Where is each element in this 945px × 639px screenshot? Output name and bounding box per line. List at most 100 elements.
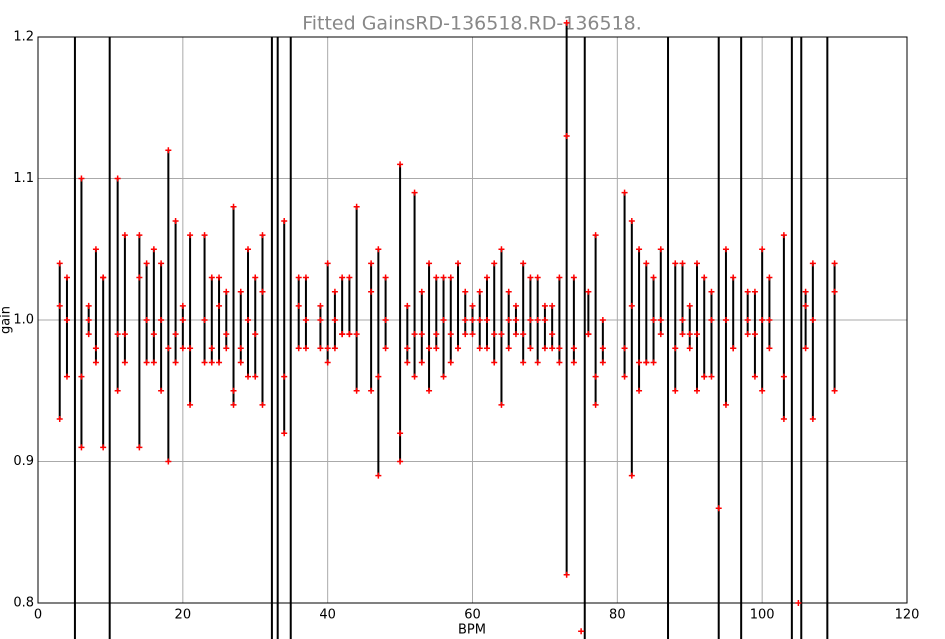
gain-marker	[216, 302, 223, 309]
high-marker	[208, 274, 215, 281]
low-marker	[92, 359, 99, 366]
low-marker	[208, 359, 215, 366]
low-marker	[549, 345, 556, 352]
low-marker	[831, 387, 838, 394]
high-marker	[679, 260, 686, 267]
low-marker	[252, 373, 259, 380]
low-marker	[172, 359, 179, 366]
high-marker	[462, 288, 469, 295]
high-marker	[397, 161, 404, 168]
low-marker	[143, 359, 150, 366]
high-marker	[158, 260, 165, 267]
high-marker	[121, 232, 128, 239]
high-marker	[187, 232, 194, 239]
gain-marker	[512, 317, 519, 323]
gain-marker	[201, 317, 208, 323]
outlier-marker	[795, 600, 802, 606]
gain-marker	[317, 317, 324, 323]
plot-frame	[37, 36, 908, 604]
high-marker	[404, 302, 411, 309]
high-marker	[708, 288, 715, 295]
gain-marker	[563, 133, 570, 140]
high-marker	[252, 274, 259, 281]
gain-marker	[208, 345, 215, 352]
gain-marker	[708, 317, 715, 323]
low-marker	[397, 458, 404, 465]
gain-marker	[657, 317, 664, 323]
low-marker	[411, 373, 418, 380]
low-marker	[556, 359, 563, 366]
high-marker	[353, 203, 360, 210]
gain-marker	[751, 331, 758, 338]
gain-marker	[730, 345, 737, 352]
low-marker	[447, 359, 454, 366]
low-marker	[512, 331, 519, 338]
high-marker	[643, 260, 650, 267]
gain-marker	[172, 331, 179, 338]
low-marker	[375, 472, 382, 479]
low-marker	[63, 373, 70, 380]
low-marker	[483, 345, 490, 352]
high-marker	[766, 274, 773, 281]
gain-marker	[404, 345, 411, 352]
x-tick-label: 60	[464, 608, 481, 623]
gain-marker	[455, 345, 462, 352]
high-marker	[302, 274, 309, 281]
low-marker	[802, 345, 809, 352]
low-marker	[78, 444, 85, 451]
high-marker	[693, 260, 700, 267]
high-marker	[520, 260, 527, 267]
gain-marker	[339, 331, 346, 338]
low-marker	[708, 373, 715, 380]
low-marker	[136, 444, 143, 451]
gain-marker	[744, 317, 751, 323]
low-marker	[636, 387, 643, 394]
gain-marker	[150, 331, 157, 338]
x-axis-label: BPM	[458, 623, 486, 638]
gain-marker	[114, 331, 121, 338]
gain-marker	[136, 274, 143, 281]
low-marker	[809, 416, 816, 423]
gain-marker	[447, 331, 454, 338]
gain-marker	[585, 331, 592, 338]
low-marker	[216, 359, 223, 366]
low-marker	[766, 345, 773, 352]
low-marker	[679, 331, 686, 338]
low-marker	[245, 373, 252, 380]
high-marker	[686, 302, 693, 309]
gain-marker	[295, 302, 302, 309]
gain-marker	[100, 274, 107, 281]
gain-marker	[346, 331, 353, 338]
low-marker	[259, 401, 266, 408]
gain-marker	[56, 302, 63, 309]
low-marker	[353, 387, 360, 394]
low-marker	[230, 401, 237, 408]
low-marker	[433, 345, 440, 352]
low-marker	[100, 444, 107, 451]
gain-marker	[722, 317, 729, 323]
gain-marker	[187, 345, 194, 352]
x-tick-label: 80	[609, 608, 626, 623]
high-marker	[701, 274, 708, 281]
low-marker	[599, 359, 606, 366]
high-marker	[570, 274, 577, 281]
low-marker	[331, 345, 338, 352]
x-tick-label: 120	[895, 608, 920, 623]
low-marker	[541, 345, 548, 352]
high-marker	[85, 302, 92, 309]
low-marker	[744, 331, 751, 338]
high-marker	[426, 260, 433, 267]
gain-marker	[549, 331, 556, 338]
high-marker	[650, 274, 657, 281]
low-marker	[476, 345, 483, 352]
low-marker	[520, 359, 527, 366]
high-marker	[831, 260, 838, 267]
gain-marker	[802, 302, 809, 309]
low-marker	[382, 345, 389, 352]
low-marker	[491, 359, 498, 366]
gain-marker	[483, 317, 490, 323]
low-marker	[469, 331, 476, 338]
high-marker	[802, 288, 809, 295]
gain-marker	[143, 317, 150, 323]
gain-marker	[223, 331, 230, 338]
